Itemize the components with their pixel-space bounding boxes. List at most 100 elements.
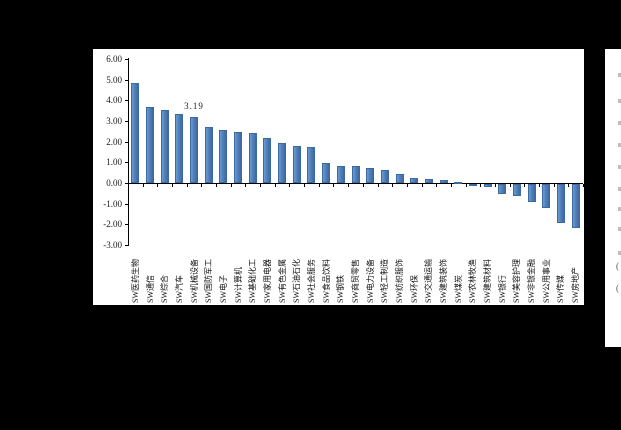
x-axis-tick-mark [436,184,438,187]
bar [556,184,565,223]
x-axis-tick-mark [230,184,232,187]
bar [190,116,199,183]
x-axis-category-label: SW房地产 [571,267,581,303]
x-axis-tick-mark [392,184,394,187]
x-axis-category-label: SW基础化工 [248,259,258,303]
cutoff-text-fragment [618,121,621,125]
bar [322,163,331,183]
x-axis-tick-mark [274,184,276,187]
x-axis-category-label: SW传媒 [556,275,566,303]
bar [468,184,477,186]
x-axis-category-label: SW煤炭 [453,275,463,303]
x-axis-tick-mark [289,184,291,187]
x-axis-category-label: SW通信 [145,275,155,303]
bar [483,184,492,188]
y-axis-tick-mark [125,162,128,164]
x-axis-category-label: SW建筑材料 [483,259,493,303]
bar [351,166,360,183]
x-axis-tick-mark [333,184,335,187]
bar [131,83,140,183]
bar [234,132,243,183]
x-axis-tick-mark [553,184,555,187]
y-axis-tick-label: 3.00 [106,115,122,126]
x-axis-tick-mark [568,184,570,187]
y-axis-tick-mark [125,183,128,184]
x-axis-tick-mark [509,184,511,187]
x-axis-tick-mark [362,184,364,187]
bar [248,132,257,183]
y-axis-tick-mark [125,120,128,122]
x-axis-tick-mark [421,184,423,187]
bar [204,126,213,183]
x-axis-tick-mark [304,184,306,187]
y-axis-tick-mark [125,79,128,81]
bar-chart-panel: 6.00 5.00 4.00 3.00 2.00 1.00 0.00 -1.00 -2.00 -3… [93,49,584,305]
x-axis-tick-mark [524,184,526,187]
cutoff-text-fragment [618,187,621,191]
x-axis-category-label: SW建筑装饰 [439,259,449,303]
x-axis-tick-mark [128,184,129,187]
bar [454,182,463,185]
cutoff-text-fragment [618,99,621,103]
x-axis-tick-mark [172,184,174,187]
bar [160,109,169,183]
x-axis-category-label: SW美容护理 [512,259,522,303]
x-axis-category-label: SW有色金属 [277,259,287,303]
x-axis-tick-mark [348,184,350,187]
x-axis-tick-mark [377,184,379,187]
x-axis-category-label: SW非银金融 [527,259,537,303]
y-axis-tick-mark [125,203,128,205]
y-axis-line [128,57,129,247]
x-axis-category-label: SW交通运输 [424,259,434,303]
y-axis-tick-mark [125,141,128,143]
x-axis-category-label: SW轻工制造 [380,259,390,303]
bar [527,184,536,202]
x-axis-category-label: SW环保 [409,275,419,303]
bar [336,165,345,183]
x-axis-category-label: SW国防军工 [204,259,214,303]
x-axis-category-label: SW社会服务 [306,259,316,303]
x-axis-category-label: SW钢铁 [336,275,346,303]
bar [146,107,155,183]
cutoff-text-fragment [618,227,621,231]
x-axis-category-label: SW农林牧渔 [468,259,478,303]
y-axis-tick-mark [125,100,128,102]
x-axis-tick-mark [186,184,188,187]
x-axis-category-label: SW计算机 [233,267,243,303]
cutoff-text-fragment [618,143,621,147]
x-axis-category-label: SW商贸零售 [351,259,360,303]
x-axis-tick-mark [480,184,482,187]
y-axis-tick-mark [125,245,128,247]
x-axis-category-label: SW电力设备 [365,259,375,303]
y-axis-tick-label: 2.00 [106,136,122,147]
bar-data-label: 3.19 [184,100,204,111]
y-axis-tick-label: -1.00 [103,198,122,209]
bar [498,184,507,195]
adjacent-figure-cutoff-strip: (( [605,49,621,347]
cutoff-paren-fragment: ( [616,283,619,293]
y-axis-tick-label: 1.00 [106,157,122,168]
bar [512,184,521,196]
x-axis-tick-mark [538,184,540,187]
x-axis-category-label: SW综合 [160,275,170,303]
x-axis-tick-mark [260,184,262,187]
x-axis-category-label: SW石油石化 [292,259,302,303]
y-axis-tick-label: -2.00 [103,219,122,230]
y-axis-tick-label: 0.00 [106,178,122,188]
x-axis-tick-mark [406,184,408,187]
bar [380,169,389,183]
bar [278,143,287,183]
x-axis-category-label: SW公用事业 [541,259,551,303]
cutoff-text-fragment [618,165,621,169]
x-axis-category-label: SW机械设备 [189,259,199,303]
y-axis-tick-label: 5.00 [106,74,122,85]
x-axis-tick-mark [157,184,159,187]
x-axis-tick-mark [318,184,320,187]
x-axis-category-label: SW电子 [218,275,228,303]
x-axis-category-label: SW医药生物 [130,259,140,303]
x-axis-tick-mark [494,184,496,187]
bar [292,145,301,183]
x-axis-category-label: SW汽车 [174,275,184,303]
cutoff-text-fragment [618,207,621,211]
